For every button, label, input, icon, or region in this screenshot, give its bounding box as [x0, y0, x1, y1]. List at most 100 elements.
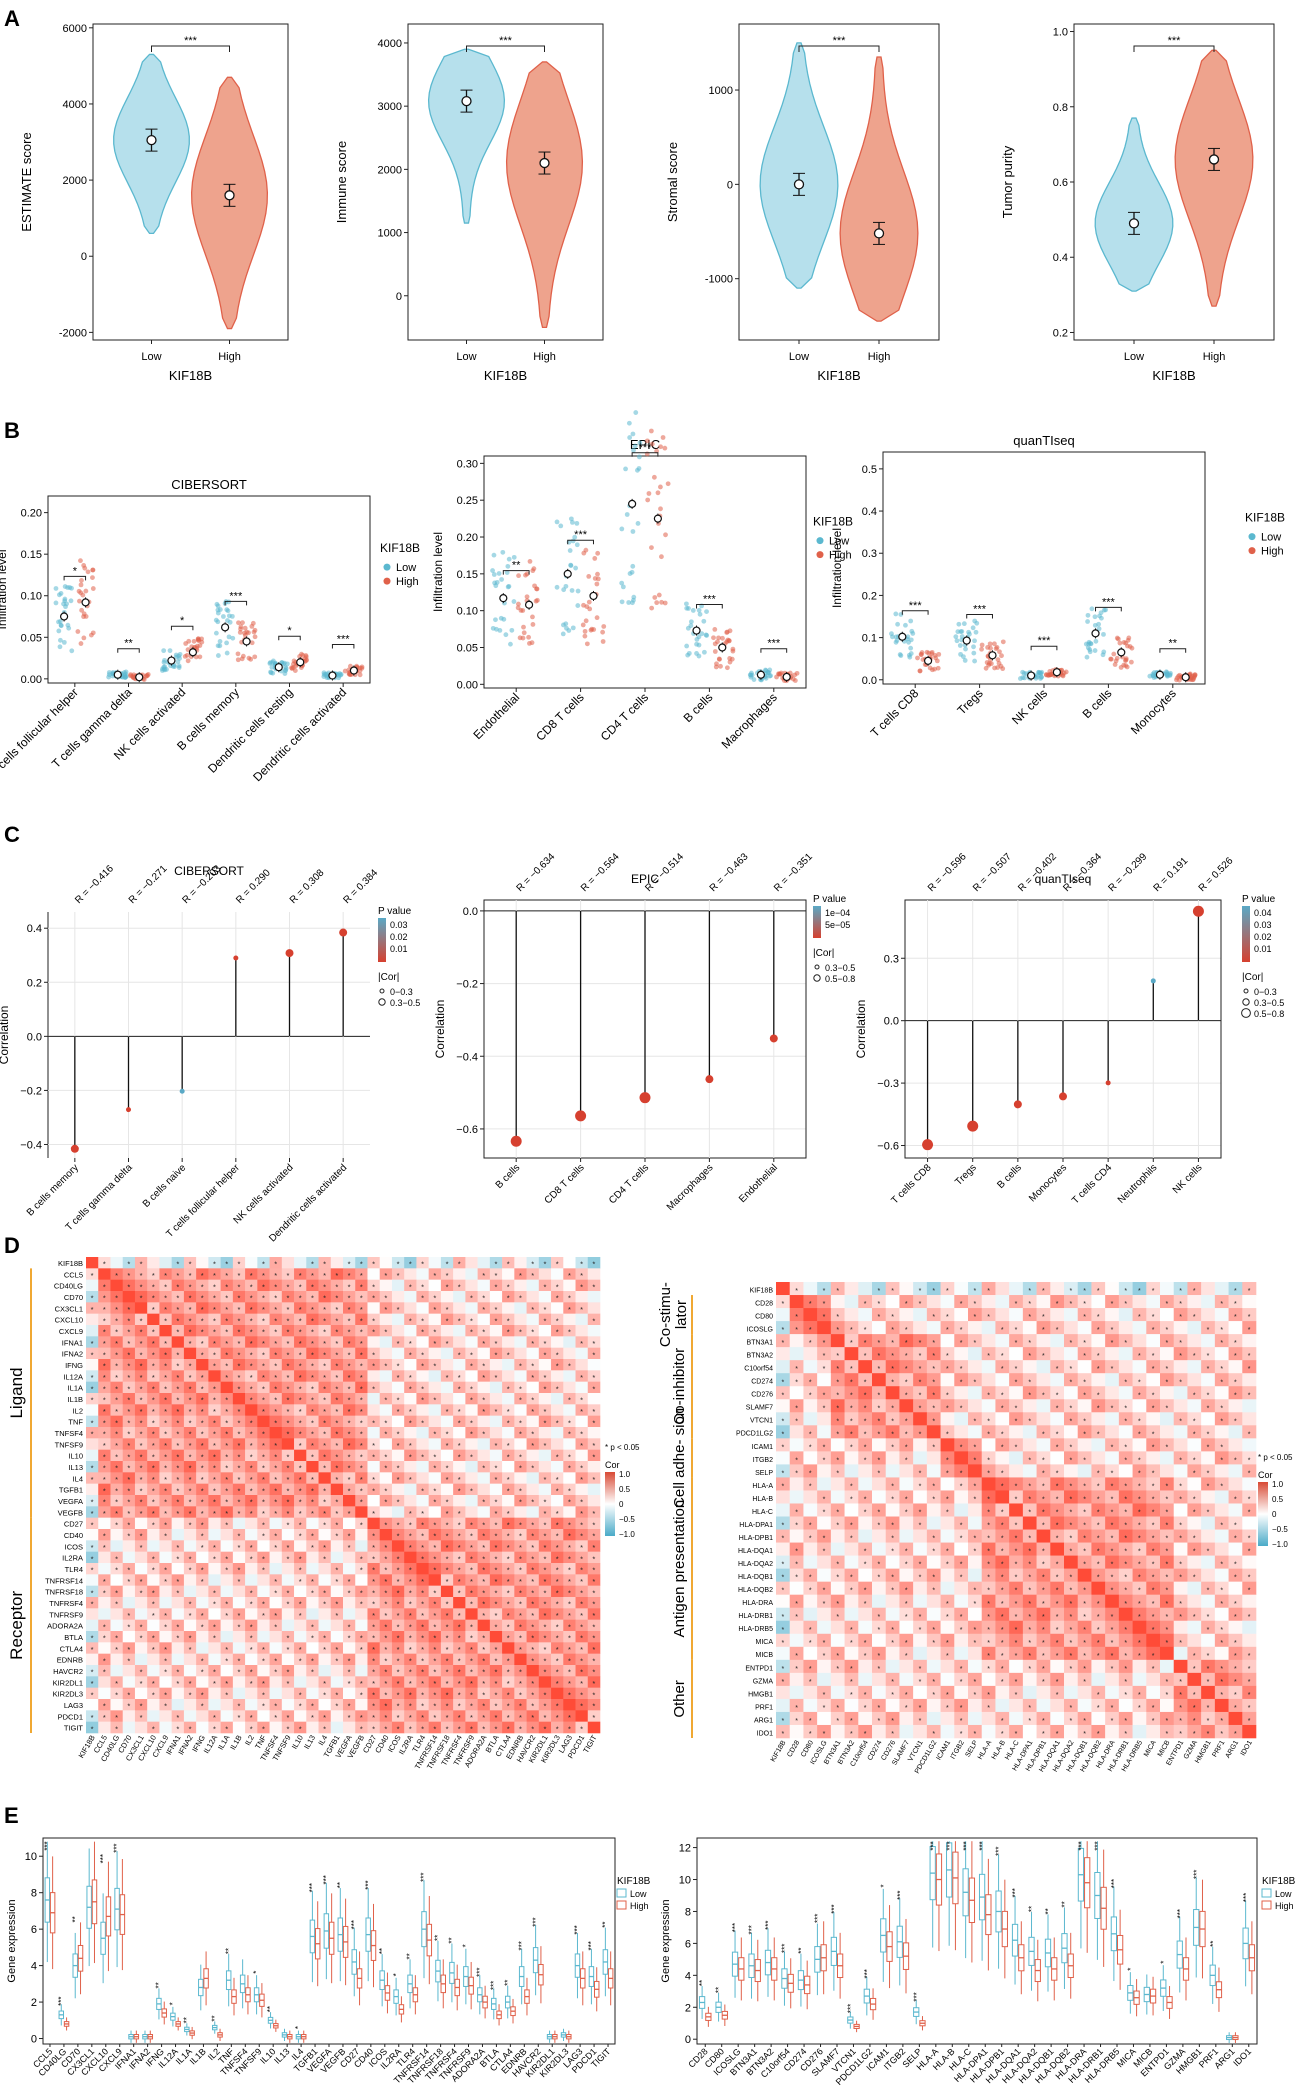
heatmap-cell	[159, 1631, 172, 1643]
heatmap-cell	[110, 1291, 124, 1303]
heatmap-cell	[465, 1404, 478, 1416]
point-high	[252, 627, 258, 633]
sig-star: *	[531, 1339, 534, 1348]
x-tick-label: B cells naive	[141, 1162, 189, 1210]
point-low	[215, 643, 221, 649]
sig-star: *	[311, 1498, 314, 1507]
point-low	[972, 618, 978, 624]
heatmap-cell	[551, 1268, 564, 1280]
heatmap-cell	[844, 1308, 859, 1322]
sig-star: *	[397, 1679, 400, 1688]
sig-star: *	[360, 1566, 363, 1575]
heatmap-cell	[183, 1279, 197, 1292]
sig-star: *	[397, 1520, 400, 1529]
heatmap-cell	[551, 1347, 564, 1360]
sig-star: *	[115, 1305, 118, 1314]
sig-star: *	[152, 1339, 155, 1348]
heatmap-cell	[981, 1373, 996, 1387]
sig-star: *	[519, 1668, 522, 1677]
point-high	[1126, 635, 1132, 641]
heatmap-cell	[514, 1381, 527, 1394]
sig-star: *	[433, 1294, 436, 1303]
sig-star: *	[543, 1384, 546, 1393]
y-tick-label: 0.2	[27, 977, 42, 989]
heatmap-cell	[208, 1279, 221, 1292]
heatmap-cell	[367, 1381, 381, 1394]
sig-star: *	[213, 1339, 216, 1348]
heatmap-cell	[440, 1257, 454, 1269]
point-high	[600, 629, 606, 635]
sig-star: *	[115, 1713, 118, 1722]
sig-star: *	[495, 1702, 498, 1711]
sig-star: *	[1069, 1288, 1072, 1295]
heatmap-cell	[465, 1302, 478, 1314]
sig-star: *	[421, 1554, 424, 1563]
heatmap-cell	[98, 1359, 111, 1371]
sig-star: *	[348, 1271, 351, 1280]
sig-star: *	[1028, 1314, 1031, 1321]
heatmap-cell	[428, 1472, 442, 1484]
row-label: TLR4	[65, 1565, 83, 1574]
x-tick-label: NK cells	[1171, 1162, 1205, 1196]
sig-star: *	[213, 1452, 216, 1461]
heatmap-cell	[220, 1665, 234, 1677]
x-tick-label: Endothelial	[737, 1162, 780, 1205]
heatmap-cell	[502, 1427, 515, 1439]
sig-star: *	[384, 1498, 387, 1507]
sig-star: *	[323, 1509, 326, 1518]
sig-star: *	[470, 1588, 473, 1597]
sig-star: *	[140, 1668, 143, 1677]
sig-star: *	[360, 1396, 363, 1405]
row-label: CD27	[64, 1520, 83, 1529]
sig-star: *	[348, 1702, 351, 1711]
sig-star: *	[176, 1418, 179, 1427]
sig-star: *	[286, 1645, 289, 1654]
point-low	[967, 631, 972, 637]
sig-star: *	[299, 1384, 302, 1393]
point-high	[90, 630, 96, 636]
heatmap-cell	[477, 1415, 491, 1428]
sig-star: *	[262, 1532, 265, 1541]
heatmap-cell	[391, 1313, 405, 1326]
heatmap-cell	[306, 1517, 319, 1530]
sig-star: *	[891, 1327, 894, 1334]
sig-star: *	[433, 1464, 436, 1473]
heatmap-cell	[281, 1393, 295, 1405]
point-low	[500, 549, 506, 555]
sig-star: *	[348, 1396, 351, 1405]
point-low	[69, 585, 74, 591]
sig-star: *	[238, 1509, 241, 1518]
sig-star: *	[409, 1543, 412, 1552]
sig-star: *	[433, 1713, 436, 1722]
point-high	[588, 627, 594, 633]
r-label: R = −0.507	[971, 851, 1014, 894]
sig-star: *	[189, 1690, 192, 1699]
size-label: 0−0.3	[390, 987, 413, 997]
sig-star: *	[323, 1713, 326, 1722]
point-low	[1089, 606, 1095, 612]
heatmap-cell	[526, 1415, 540, 1428]
heatmap-cell	[306, 1551, 319, 1564]
sig-star: *	[433, 1498, 436, 1507]
heatmap-cell	[343, 1687, 356, 1700]
heatmap-cell	[575, 1257, 589, 1269]
heatmap-cell	[391, 1257, 405, 1269]
sig-star: *	[127, 1430, 130, 1439]
median-point	[461, 95, 472, 107]
sig-star: *	[262, 1498, 265, 1507]
point-low	[56, 628, 62, 634]
heatmap-cell	[147, 1415, 160, 1428]
heatmap-cell	[355, 1665, 368, 1677]
row-label: IL2	[73, 1406, 83, 1415]
sig-star: *	[140, 1260, 143, 1269]
heatmap-cell	[428, 1325, 442, 1337]
x-axis-title: KIF18B	[817, 368, 860, 383]
sig-star: *	[580, 1407, 583, 1416]
sig-star: *	[335, 1430, 338, 1439]
heatmap-cell	[1105, 1308, 1120, 1322]
sig-star: *	[164, 1498, 167, 1507]
sig-star: *	[360, 1452, 363, 1461]
sig-star: *	[372, 1611, 375, 1620]
sig-star: *	[311, 1282, 314, 1291]
x-tick-label: Tregs	[953, 1162, 979, 1188]
